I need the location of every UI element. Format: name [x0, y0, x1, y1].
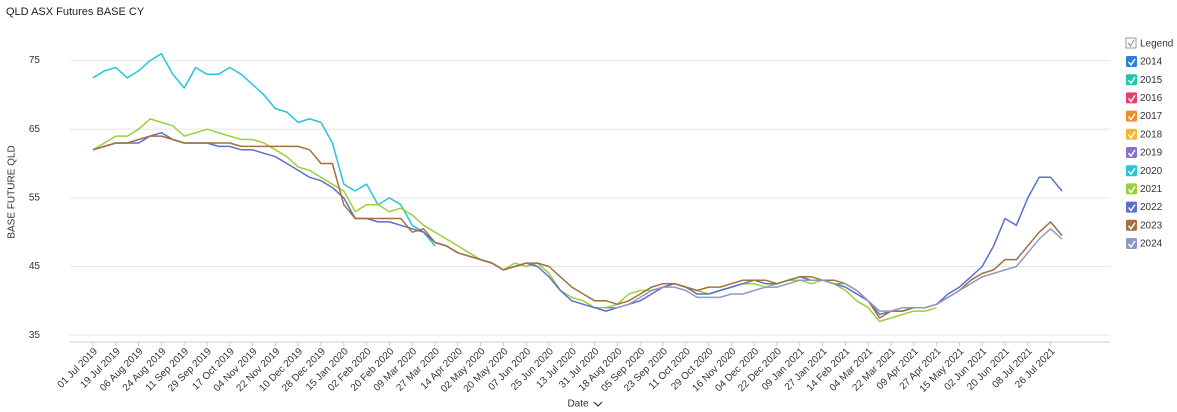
legend-check	[1127, 149, 1136, 158]
legend-title: Legend	[1140, 39, 1173, 50]
y-tick-label: 55	[29, 193, 41, 204]
series-line	[92, 118, 937, 323]
legend-title-checkbox[interactable]	[1125, 37, 1137, 49]
chart-title: QLD ASX Futures BASE CY	[6, 6, 145, 18]
legend-label: 2024	[1140, 239, 1163, 250]
y-tick-label: 45	[29, 261, 41, 272]
legend-check	[1127, 58, 1136, 67]
legend-label: 2022	[1140, 202, 1163, 213]
y-tick-label: 75	[29, 55, 41, 66]
legend-check	[1127, 222, 1136, 230]
legend-check	[1127, 204, 1136, 212]
legend-label: 2023	[1140, 220, 1163, 231]
legend-swatch[interactable]	[1126, 238, 1137, 249]
legend-label: 2019	[1140, 148, 1163, 159]
legend-swatch[interactable]	[1126, 147, 1137, 158]
x-axis-dropdown-icon[interactable]	[593, 401, 603, 407]
series-line	[606, 228, 1063, 312]
legend-check	[1127, 131, 1136, 139]
legend-swatch[interactable]	[1126, 110, 1137, 122]
legend-label: 2021	[1140, 184, 1163, 195]
legend-swatch[interactable]	[1126, 165, 1137, 177]
legend-check	[1127, 186, 1136, 194]
legend-swatch[interactable]	[1126, 74, 1137, 86]
legend-label: 2016	[1140, 93, 1163, 104]
legend-swatch[interactable]	[1126, 128, 1137, 140]
x-axis-label: Date	[567, 399, 589, 410]
legend-swatch[interactable]	[1126, 56, 1137, 67]
legend-label: 2018	[1140, 129, 1163, 140]
legend-check	[1127, 113, 1136, 121]
legend-check	[1127, 240, 1136, 249]
legend-label: 2014	[1140, 57, 1163, 68]
y-tick-label: 65	[29, 124, 41, 135]
legend-swatch[interactable]	[1126, 201, 1137, 213]
legend-title-check	[1127, 39, 1135, 48]
legend-swatch[interactable]	[1126, 219, 1137, 231]
y-axis-label: BASE FUTURE QLD	[7, 145, 18, 238]
legend-swatch[interactable]	[1126, 183, 1137, 195]
series-line	[92, 52, 436, 247]
legend-swatch[interactable]	[1126, 92, 1137, 104]
series-line	[92, 131, 1063, 316]
series-line	[92, 135, 1063, 319]
legend-label: 2020	[1140, 166, 1163, 177]
legend-check	[1127, 167, 1136, 176]
legend-label: 2017	[1140, 111, 1163, 122]
legend-check	[1127, 76, 1136, 85]
y-tick-label: 35	[29, 330, 41, 341]
legend-check	[1127, 95, 1136, 103]
legend-label: 2015	[1140, 75, 1163, 86]
